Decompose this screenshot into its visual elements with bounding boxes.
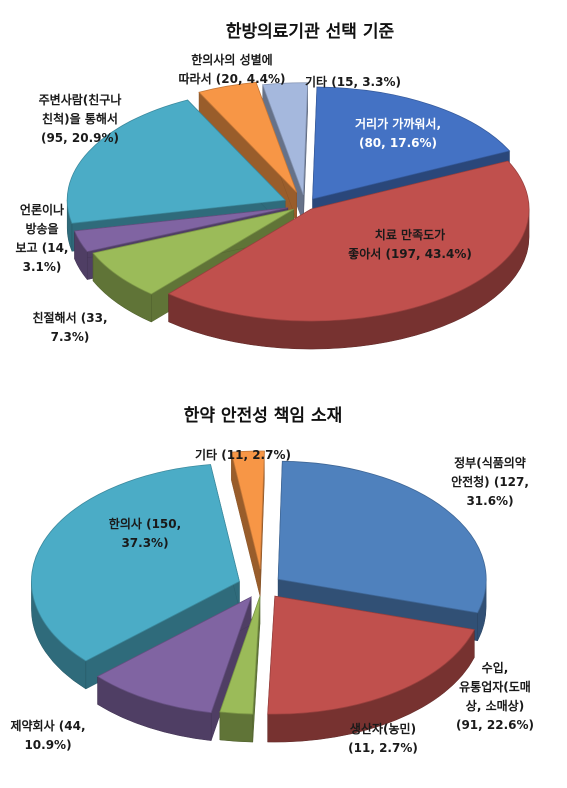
pie-slice-label-line: 제약회사 (44, bbox=[10, 718, 85, 733]
pie-slice-label-line: 생산자(농민) bbox=[350, 721, 416, 736]
pie-slice-label: 친절해서 (33, 7.3%) bbox=[32, 310, 107, 344]
pie-slice bbox=[230, 450, 265, 598]
pie-slice-label-line: 정부(식품의약 bbox=[454, 455, 526, 470]
pie-slice-label: 거리가 가까워서, (80, 17.6%) bbox=[355, 116, 441, 150]
pie-slice-label-line: 유통업자(도매 bbox=[459, 679, 531, 694]
chart-2-title: 한약 안전성 책임 소재 bbox=[184, 405, 343, 426]
pie-slice-label-line: 37.3%) bbox=[121, 536, 168, 550]
pie-slice-label-line: 10.9%) bbox=[24, 738, 71, 752]
pie-slice-label-line: 좋아서 (197, 43.4%) bbox=[348, 246, 472, 261]
pie-slice-label-line: 거리가 가까워서, bbox=[355, 116, 441, 131]
pie-slice bbox=[267, 595, 475, 743]
pie-slice-label-line: (80, 17.6%) bbox=[359, 136, 437, 150]
pie-slice-label: 제약회사 (44, 10.9%) bbox=[10, 718, 85, 752]
chart-2-slices bbox=[31, 450, 487, 743]
pie-slice-label-line: (95, 20.9%) bbox=[41, 131, 119, 145]
chart-1: 한방의료기관 선택 기준 거리가 가까워서, (80, 17.6%) 치료 만족도가… bbox=[15, 22, 530, 350]
pie-slice-label-line: 따라서 (20, 4.4%) bbox=[179, 71, 286, 86]
pie-slice-label: 기타 (15, 3.3%) bbox=[305, 74, 401, 89]
chart-1-slices bbox=[66, 81, 530, 350]
pie-slice bbox=[31, 464, 240, 690]
pie-slice bbox=[219, 596, 261, 743]
pie-slice-label-line: 보고 (14, bbox=[15, 241, 68, 255]
pie-slice-label-line: 상, 소매상) bbox=[466, 698, 524, 713]
pie-slice-label-line: 친절해서 (33, bbox=[32, 310, 107, 325]
pie-slice-label-line: 31.6%) bbox=[466, 494, 513, 508]
pie-slice-label-line: 언론이나 bbox=[20, 202, 64, 217]
chart-1-title: 한방의료기관 선택 기준 bbox=[226, 22, 395, 42]
pie-slice-label-line: (11, 2.7%) bbox=[348, 741, 418, 755]
pie-slice-label: 기타 (11, 2.7%) bbox=[195, 447, 291, 462]
pie-slice-label-line: 치료 만족도가 bbox=[375, 227, 445, 242]
pie-slice bbox=[66, 99, 287, 252]
pie-slice bbox=[167, 160, 530, 350]
pie-slice-label-line: 안전청) (127, bbox=[451, 474, 529, 489]
pie-slice-label-line: 7.3%) bbox=[51, 330, 90, 344]
pie-slice-label-line: 한의사 (150, bbox=[109, 516, 181, 531]
pie-slice-label-line: 3.1%) bbox=[23, 260, 62, 274]
pie-slice-label-line: 수입, bbox=[482, 661, 509, 675]
pie-slice-label: 한의사 (150, 37.3%) bbox=[109, 516, 181, 550]
pie-slice-label-line: 기타 (11, 2.7%) bbox=[195, 447, 291, 462]
pie-slice-label-line: (91, 22.6%) bbox=[456, 718, 534, 732]
pie-slice-label-line: 기타 (15, 3.3%) bbox=[305, 74, 401, 89]
pie-slice-label: 생산자(농민) (11, 2.7%) bbox=[348, 721, 418, 755]
pie-slice-label-line: 친척)을 통해서 bbox=[42, 111, 118, 126]
pie-slice bbox=[96, 596, 252, 741]
pie-slice-label-line: 방송을 bbox=[25, 221, 58, 236]
pie-slice-label-line: 주변사람(친구나 bbox=[39, 92, 122, 107]
pie-slice-label-line: 한의사의 성별에 bbox=[191, 52, 272, 67]
